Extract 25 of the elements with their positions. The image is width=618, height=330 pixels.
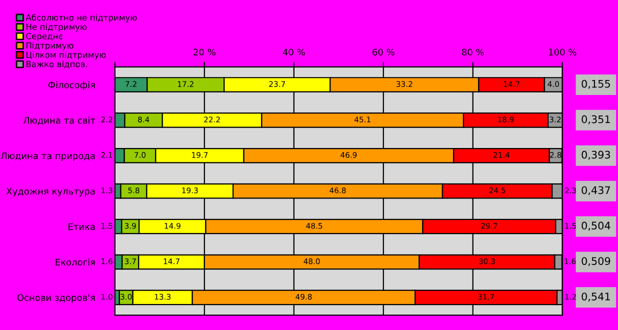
x-tick-label: 20 %: [194, 48, 216, 56]
legend-label: Підтримую: [26, 42, 74, 50]
text: 0,393: [582, 150, 610, 160]
text: 0,155: [582, 80, 610, 89]
y-tick-label: Основи здоров'я: [17, 294, 95, 303]
x-tick-label: 60 %: [372, 48, 394, 56]
legend-label: Середнє: [26, 32, 62, 41]
y-tick-label: Художня культура: [6, 188, 95, 196]
legend-label: Не підтримую: [26, 24, 87, 32]
y-tick-label: Людина та природа: [0, 152, 95, 161]
y-tick-label: Людина та світ: [23, 116, 96, 125]
x-tick-label: 100 %: [549, 48, 576, 56]
text: 0,541: [582, 292, 610, 302]
text: 0,504: [582, 222, 610, 231]
text: 0,351: [582, 115, 610, 124]
y-tick-label: Філософія: [48, 81, 95, 90]
y-tick-label: Екологія: [56, 258, 95, 266]
text: 0,437: [582, 186, 610, 196]
legend-label: Цілком підтримую: [26, 51, 106, 60]
x-tick-label: 40 %: [282, 48, 305, 56]
legend-label: Абсолютно не підтримую: [26, 14, 137, 22]
text: 0,509: [582, 257, 610, 266]
x-tick-label: 80 %: [462, 48, 484, 56]
legend-label: Важко відпов.: [26, 60, 87, 68]
y-tick-label: Етика: [68, 223, 95, 230]
